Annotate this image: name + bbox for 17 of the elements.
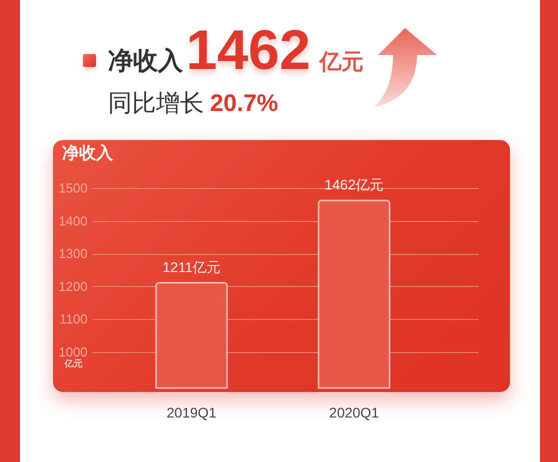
x-tick-label: 2020Q1 xyxy=(329,404,380,420)
y-tick-label: 1300 xyxy=(58,246,88,262)
x-tick-label: 2019Q1 xyxy=(166,404,217,420)
y-tick-label: 1100 xyxy=(60,312,88,327)
text: 20.7% xyxy=(210,90,278,117)
data-label: 1211亿元 xyxy=(162,258,221,275)
y-tick-label: 1200 xyxy=(58,278,88,294)
y-axis-title: 亿元 xyxy=(64,358,82,368)
text: 净收入 xyxy=(108,47,183,75)
chart-title: 净收入 xyxy=(62,143,114,162)
y-tick-label: 1500 xyxy=(58,180,88,196)
y-tick-label: 1400 xyxy=(58,213,88,228)
y-tick-label: 1000 xyxy=(58,344,88,360)
text: 亿元 xyxy=(320,49,364,74)
data-label: 1462亿元 xyxy=(324,176,384,192)
text: 同比增长 xyxy=(108,90,204,117)
text: 1462 xyxy=(186,18,311,81)
